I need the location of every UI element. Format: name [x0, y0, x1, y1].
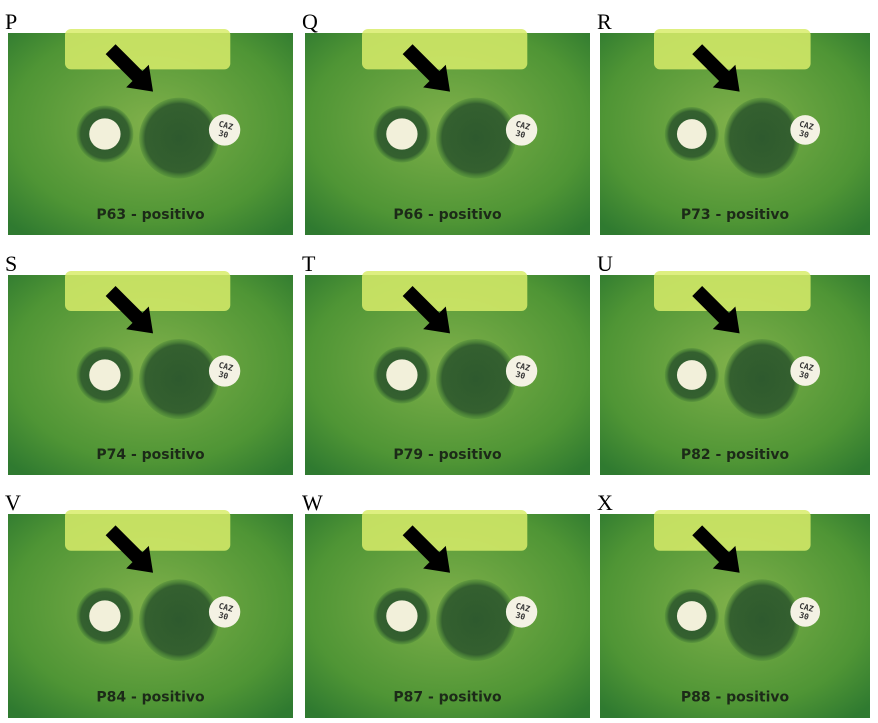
plate-label-sticker: [65, 271, 230, 311]
inhibition-zone: [436, 579, 516, 661]
plate-label-sticker: [362, 510, 527, 551]
antibiotic-disk: [386, 359, 417, 390]
inhibition-zone: [139, 579, 219, 661]
inhibition-zone: [139, 98, 219, 179]
panel-caption: P73 - positivo: [681, 207, 790, 223]
inhibition-zone: [139, 339, 219, 419]
panel-caption: P88 - positivo: [681, 690, 790, 706]
panel-caption: P79 - positivo: [393, 447, 502, 463]
panel-letter: P: [5, 9, 17, 34]
panel-letter: U: [597, 251, 613, 276]
antibiotic-disk: [677, 360, 707, 390]
plate-label-sticker: [362, 29, 527, 69]
plate-label-sticker: [65, 510, 230, 551]
antibiotic-disk: [677, 601, 707, 631]
plate-label-sticker: [654, 271, 811, 311]
panel-caption: P84 - positivo: [96, 690, 205, 706]
inhibition-zone: [436, 339, 516, 419]
plate-label-sticker: [362, 271, 527, 311]
inhibition-zone: [724, 98, 800, 179]
panel-letter: W: [302, 490, 323, 515]
inhibition-zone: [724, 339, 800, 419]
panel-letter: T: [302, 251, 316, 276]
plate-label-sticker: [654, 510, 811, 551]
panel-letter: R: [597, 9, 612, 34]
antibiotic-disk: [89, 600, 120, 631]
antibiotic-disk: [89, 359, 120, 390]
panel-letter: X: [597, 490, 613, 515]
panel-caption: P87 - positivo: [393, 690, 502, 706]
inhibition-zone: [724, 579, 800, 661]
plate-label-sticker: [65, 29, 230, 69]
antibiotic-disk: [386, 600, 417, 631]
plate-label-sticker: [654, 29, 811, 69]
panel-caption: P66 - positivo: [393, 207, 502, 223]
inhibition-zone: [436, 98, 516, 179]
panel-letter: Q: [302, 9, 318, 34]
panel-letter: S: [5, 251, 17, 276]
figure: PCAZ30P63 - positivo QCAZ30P66 - positivo…: [0, 0, 878, 723]
antibiotic-disk: [386, 118, 417, 149]
antibiotic-disk: [677, 119, 707, 149]
panel-letter: V: [5, 490, 21, 515]
panel-caption: P63 - positivo: [96, 207, 205, 223]
antibiotic-disk: [89, 118, 120, 149]
panel-caption: P74 - positivo: [96, 447, 205, 463]
panel-caption: P82 - positivo: [681, 447, 790, 463]
